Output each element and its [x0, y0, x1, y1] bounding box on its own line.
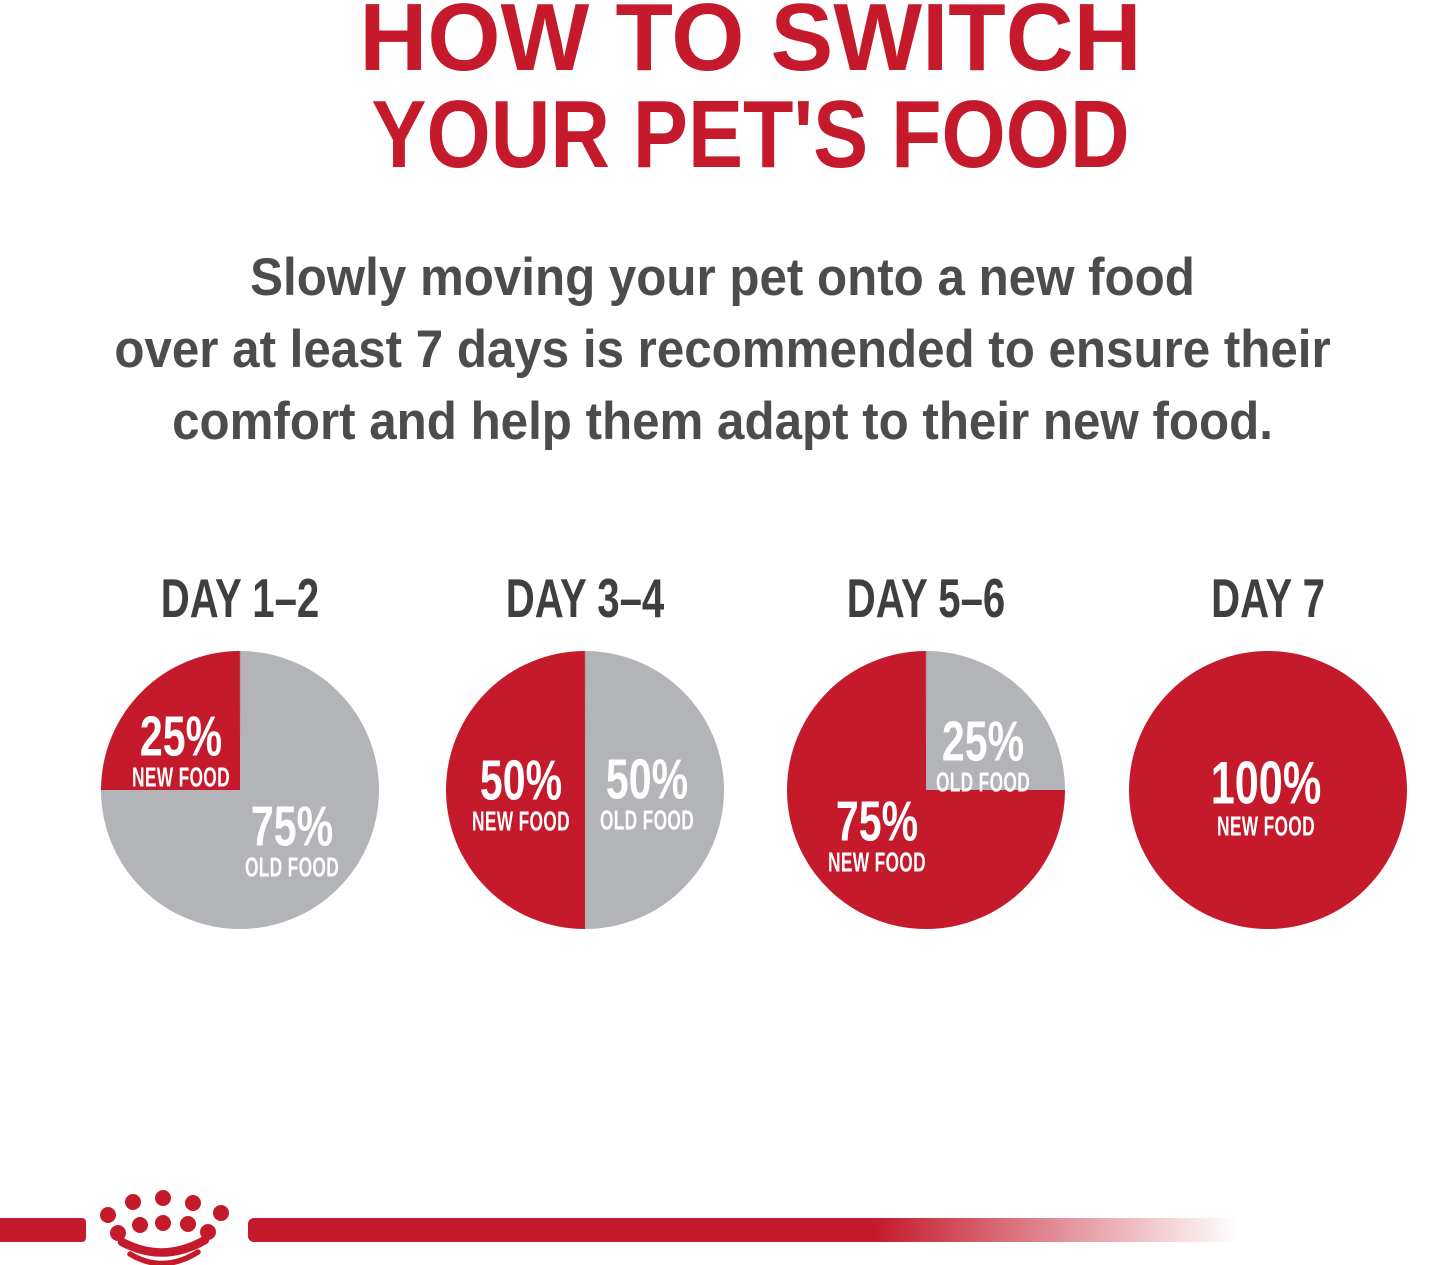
slice-label-old-food: 25% OLD FOOD	[907, 709, 1059, 798]
slice-percent: 75%	[250, 794, 334, 859]
subtitle-line1: Slowly moving your pet onto a new food	[250, 248, 1195, 307]
subtitle-line2: over at least 7 days is recommended to e…	[114, 320, 1331, 379]
slice-percent: 50%	[479, 748, 563, 813]
slice-label-new-food: 50% NEW FOOD	[442, 748, 600, 837]
pie-chart-day-1-2: DAY 1–2 25% NEW FOOD 75% OLD FOOD	[100, 570, 380, 932]
day-label-1-2: DAY 1–2	[160, 567, 320, 629]
slice-name: NEW FOOD	[472, 805, 570, 837]
page-title: HOW TO SWITCH YOUR PET'S FOOD	[28, 0, 1445, 183]
page-title-line1: HOW TO SWITCH	[359, 0, 1142, 91]
pie-day-7	[1129, 651, 1407, 929]
slice-percent: 25%	[941, 709, 1025, 774]
footer-stripe-left	[0, 1218, 86, 1242]
slice-percent: 25%	[139, 704, 223, 769]
day-label-3-4: DAY 3–4	[505, 567, 665, 629]
pie-day-5-6	[787, 651, 1065, 929]
pie-day-3-4	[446, 651, 724, 929]
slice-percent: 50%	[605, 747, 689, 812]
slice-percent: 100%	[1210, 749, 1322, 817]
slice-name: NEW FOOD	[828, 846, 926, 878]
slice-label-new-food: 25% NEW FOOD	[102, 704, 260, 793]
royal-canin-crown-logo-icon	[100, 1190, 229, 1265]
pie-chart-day-3-4: DAY 3–4 50% NEW FOOD 50% OLD FOOD	[445, 570, 725, 932]
slice-label-new-food: 75% NEW FOOD	[798, 789, 956, 878]
day-label-7: DAY 7	[1211, 567, 1325, 629]
pie-day-1-2	[101, 651, 379, 929]
page-title-line2: YOUR PET'S FOOD	[371, 81, 1130, 188]
pie-chart-day-7: DAY 7 100% NEW FOOD	[1128, 570, 1408, 932]
subtitle: Slowly moving your pet onto a new food o…	[0, 242, 1445, 458]
slice-name: NEW FOOD	[132, 761, 230, 793]
day-label-5-6: DAY 5–6	[846, 567, 1006, 629]
pie-chart-day-5-6: DAY 5–6 25% OLD FOOD 75% NEW FOOD	[786, 570, 1066, 932]
slice-label-old-food: 75% OLD FOOD	[216, 794, 368, 883]
footer-stripe-right	[248, 1218, 1258, 1242]
slice-label-new-food: 100% NEW FOOD	[1187, 749, 1345, 842]
slice-label-old-food: 50% OLD FOOD	[571, 747, 723, 836]
slice-name: NEW FOOD	[1217, 810, 1315, 842]
slice-name: OLD FOOD	[935, 766, 1031, 798]
slice-percent: 75%	[835, 789, 919, 854]
slice-name: OLD FOOD	[244, 851, 340, 883]
subtitle-line3: comfort and help them adapt to their new…	[172, 392, 1273, 451]
slice-name: OLD FOOD	[599, 804, 695, 836]
